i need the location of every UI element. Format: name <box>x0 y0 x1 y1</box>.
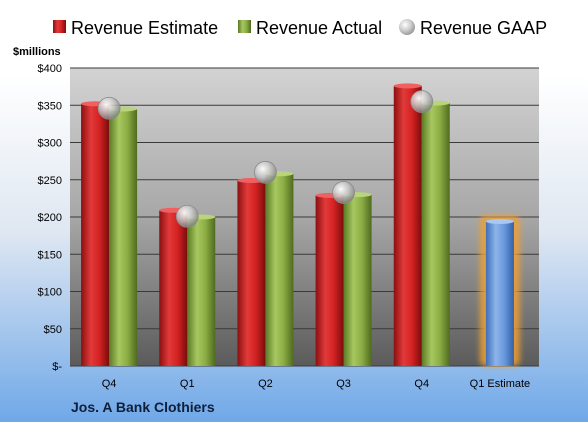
legend-label-revenue-gaap: Revenue GAAP <box>420 18 547 38</box>
legend-label-revenue-estimate: Revenue Estimate <box>71 18 218 38</box>
x-tick-label: Q2 <box>258 378 273 390</box>
y-tick-label: $250 <box>38 175 62 187</box>
y-tick-label: $350 <box>38 100 62 112</box>
y-tick-label: $150 <box>38 249 62 261</box>
revenue-gaap-bubble <box>332 181 355 204</box>
y-tick-label: $50 <box>44 324 62 336</box>
revenue-gaap-bubble <box>410 90 434 113</box>
company-title: Jos. A Bank Clothiers <box>71 399 215 415</box>
revenue-actual-bar <box>187 217 216 366</box>
q1-estimate-bar <box>485 221 514 366</box>
y-tick-label: $- <box>52 361 62 373</box>
x-tick-label: Q1 Estimate <box>470 378 531 390</box>
revenue-estimate-bar <box>393 85 422 366</box>
revenue-estimate-bar <box>237 180 266 366</box>
legend-swatch-revenue-actual <box>238 20 251 33</box>
gaap-bubbles <box>97 90 434 228</box>
legend-swatch-revenue-gaap <box>399 19 415 35</box>
revenue-gaap-bubble <box>97 96 121 120</box>
revenue-estimate-bar-cap <box>393 83 422 89</box>
x-axis-ticks: Q4 Q1 Q2 Q3 Q4 Q1 Estimate <box>102 378 530 390</box>
legend-item-revenue-actual: Revenue Actual <box>238 18 382 38</box>
revenue-estimate-bar <box>81 103 110 366</box>
legend-item-revenue-estimate: Revenue Estimate <box>53 18 218 38</box>
y-axis-unit-label: $millions <box>13 46 61 58</box>
revenue-gaap-bubble <box>254 160 277 184</box>
x-tick-label: Q1 <box>180 378 195 390</box>
y-tick-label: $200 <box>38 212 62 224</box>
revenue-actual-bar <box>265 173 294 366</box>
revenue-actual-bar <box>421 103 450 366</box>
grid-lines <box>70 67 539 367</box>
revenue-estimate-bar <box>159 210 188 366</box>
legend-label-revenue-actual: Revenue Actual <box>256 18 382 38</box>
revenue-estimate-bar <box>315 195 344 366</box>
q1-estimate-bar-cap <box>485 218 514 224</box>
revenue-actual-bar <box>109 108 138 366</box>
y-axis-ticks: $- $50 $100 $150 $200 $250 $300 $350 $400 <box>38 63 63 373</box>
y-tick-label: $400 <box>38 63 62 75</box>
revenue-gaap-bubble <box>175 204 199 228</box>
x-tick-label: Q3 <box>336 378 351 390</box>
bars <box>81 83 520 366</box>
legend-item-revenue-gaap: Revenue GAAP <box>399 18 547 38</box>
revenue-actual-bar <box>343 194 372 366</box>
legend: Revenue Estimate Revenue Actual Revenue … <box>53 18 547 38</box>
x-tick-label: Q4 <box>102 378 117 390</box>
legend-swatch-revenue-estimate <box>53 20 66 33</box>
y-tick-label: $100 <box>38 287 62 299</box>
y-tick-label: $300 <box>38 138 62 150</box>
x-tick-label: Q4 <box>414 378 429 390</box>
